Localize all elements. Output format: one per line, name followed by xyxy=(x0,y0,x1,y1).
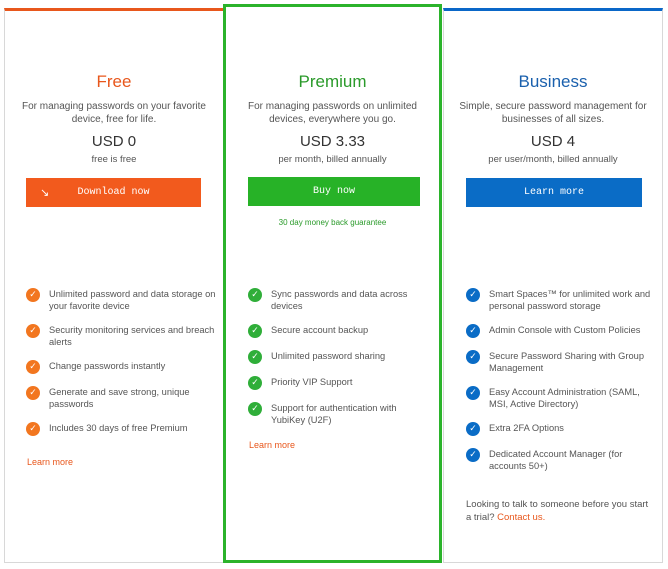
check-circle-icon: ✓ xyxy=(248,376,262,390)
feature-item: ✓ Change passwords instantly xyxy=(26,360,217,374)
feature-text: Unlimited password and data storage on y… xyxy=(49,289,216,311)
plan-price: USD 3.33 xyxy=(299,133,366,150)
check-circle-icon: ✓ xyxy=(466,422,480,436)
feature-text: Generate and save strong, unique passwor… xyxy=(49,387,190,409)
plan-description: For managing passwords on your favorite … xyxy=(22,101,206,125)
plan-price: USD 0 xyxy=(91,133,137,150)
feature-text: Unlimited password sharing xyxy=(271,351,386,361)
check-circle-icon: ✓ xyxy=(248,350,262,364)
download-now-label: Download now xyxy=(77,187,150,198)
plan-title: Business xyxy=(518,72,588,91)
learn-more-link[interactable]: Learn more xyxy=(27,457,74,467)
plan-title: Premium xyxy=(298,72,367,91)
check-circle-icon: ✓ xyxy=(466,448,480,462)
plan-billing: free is free xyxy=(91,154,137,165)
feature-item: ✓ Includes 30 days of free Premium xyxy=(26,422,217,436)
feature-item: ✓ Extra 2FA Options xyxy=(466,422,656,436)
feature-item: ✓ Dedicated Account Manager (for accounts… xyxy=(466,448,656,472)
check-circle-icon: ✓ xyxy=(466,324,480,338)
feature-list: ✓ Unlimited password and data storage on … xyxy=(26,288,217,448)
check-circle-icon: ✓ xyxy=(466,288,480,302)
plan-card-free: Free For managing passwords on your favo… xyxy=(4,8,224,563)
feature-item: ✓ Secure account backup xyxy=(248,324,433,338)
download-arrow-icon: ↘ xyxy=(40,186,50,199)
feature-item: ✓ Smart Spaces™ for unlimited work and pe… xyxy=(466,288,656,312)
feature-text: Secure Password Sharing with Group Manag… xyxy=(489,351,645,373)
feature-item: ✓ Easy Account Administration (SAML, MSI,… xyxy=(466,386,656,410)
check-circle-icon: ✓ xyxy=(248,288,262,302)
check-circle-icon: ✓ xyxy=(466,350,480,364)
feature-item: ✓ Admin Console with Custom Policies xyxy=(466,324,656,338)
feature-item: ✓ Unlimited password and data storage on … xyxy=(26,288,217,312)
feature-text: Security monitoring services and breach … xyxy=(49,325,215,347)
feature-item: ✓ Sync passwords and data across devices xyxy=(248,288,433,312)
plan-price: USD 4 xyxy=(530,133,576,150)
plan-billing: per month, billed annually xyxy=(278,154,387,165)
check-circle-icon: ✓ xyxy=(26,288,40,302)
contact-text: Looking to talk to someone before you st… xyxy=(466,499,649,523)
check-circle-icon: ✓ xyxy=(26,324,40,338)
feature-text: Includes 30 days of free Premium xyxy=(49,423,188,433)
plan-card-business: Business Simple, secure password managem… xyxy=(443,8,663,563)
feature-text: Easy Account Administration (SAML, MSI, … xyxy=(489,387,640,409)
feature-text: Secure account backup xyxy=(271,325,369,335)
download-now-button[interactable]: ↘ Download now xyxy=(26,178,201,207)
contact-prompt: Looking to talk to someone before you st… xyxy=(466,498,652,524)
check-circle-icon: ✓ xyxy=(26,360,40,374)
feature-text: Dedicated Account Manager (for accounts … xyxy=(489,449,623,471)
plan-billing: per user/month, billed annually xyxy=(488,154,618,165)
feature-item: ✓ Security monitoring services and breach… xyxy=(26,324,217,348)
contact-us-link[interactable]: Contact us. xyxy=(497,512,546,523)
plan-description: Simple, secure password management for b… xyxy=(459,101,647,125)
plan-card-premium: Premium For managing passwords on unlimi… xyxy=(223,4,442,563)
feature-item: ✓ Secure Password Sharing with Group Mana… xyxy=(466,350,656,374)
check-circle-icon: ✓ xyxy=(248,402,262,416)
feature-item: ✓ Generate and save strong, unique passwo… xyxy=(26,386,217,410)
feature-item: ✓ Priority VIP Support xyxy=(248,376,433,390)
feature-text: Admin Console with Custom Policies xyxy=(489,325,641,335)
feature-text: Smart Spaces™ for unlimited work and per… xyxy=(489,289,651,311)
check-circle-icon: ✓ xyxy=(466,386,480,400)
feature-list: ✓ Sync passwords and data across devices … xyxy=(248,288,433,438)
plan-title: Free xyxy=(96,72,132,91)
plan-description: For managing passwords on unlimited devi… xyxy=(248,101,417,125)
check-circle-icon: ✓ xyxy=(26,422,40,436)
learn-more-button[interactable]: Learn more xyxy=(466,178,642,207)
feature-text: Priority VIP Support xyxy=(271,377,353,387)
feature-item: ✓ Unlimited password sharing xyxy=(248,350,433,364)
feature-text: Extra 2FA Options xyxy=(489,423,564,433)
money-back-guarantee: 30 day money back guarantee xyxy=(278,218,387,227)
feature-item: ✓ Support for authentication with YubiKey… xyxy=(248,402,433,426)
buy-now-button[interactable]: Buy now xyxy=(248,177,420,206)
feature-list: ✓ Smart Spaces™ for unlimited work and pe… xyxy=(466,288,656,484)
check-circle-icon: ✓ xyxy=(248,324,262,338)
feature-text: Change passwords instantly xyxy=(49,361,166,371)
feature-text: Sync passwords and data across devices xyxy=(271,289,408,311)
check-circle-icon: ✓ xyxy=(26,386,40,400)
feature-text: Support for authentication with YubiKey … xyxy=(271,403,397,425)
learn-more-link[interactable]: Learn more xyxy=(249,440,296,450)
